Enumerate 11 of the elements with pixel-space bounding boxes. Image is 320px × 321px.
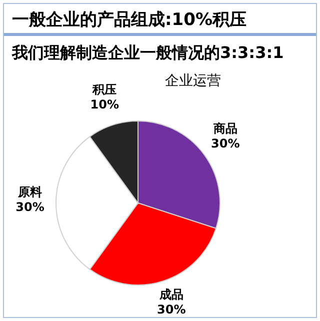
text: 企业运营 bbox=[165, 72, 221, 90]
slice-label: 商品 bbox=[212, 122, 238, 136]
slice-label: 成品 bbox=[158, 288, 184, 302]
data-label: 30% bbox=[211, 136, 240, 151]
chart-title: 一般企业的产品组成:10%积压 bbox=[12, 9, 246, 31]
data-label: 30% bbox=[16, 200, 44, 214]
data-label: 30% bbox=[157, 302, 186, 317]
chart-subtitle: 我们理解制造企业一般情况的3:3:3:1 bbox=[12, 43, 284, 64]
slice-label: 积压 bbox=[92, 82, 117, 96]
slice-label: 原料 bbox=[17, 185, 42, 199]
data-label: 10% bbox=[90, 97, 119, 112]
